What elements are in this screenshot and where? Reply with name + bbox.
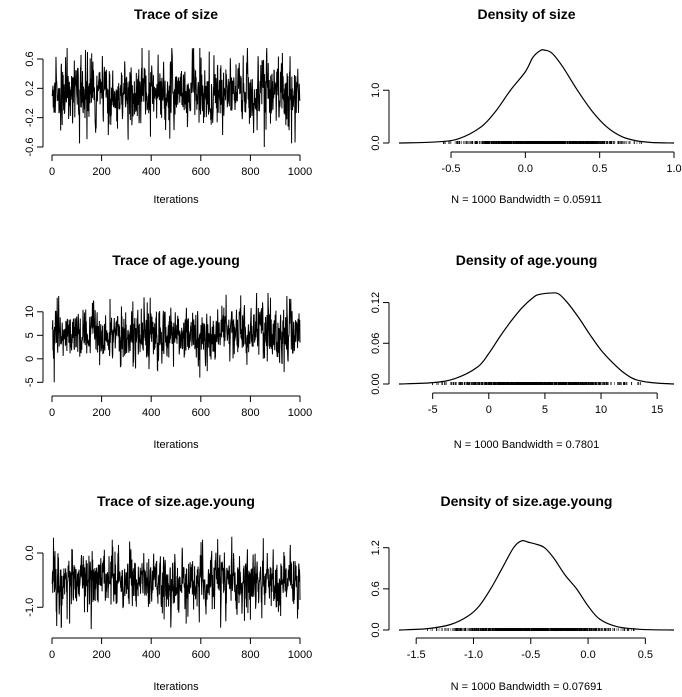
x-tick-label: 800 [241,407,259,419]
y-tick-label: 0.6 [24,51,36,66]
y-tick-label: 0.00 [370,373,382,394]
x-tick-label: 400 [142,649,160,661]
x-tick-label: 200 [92,407,110,419]
x-tick-label: 0 [49,649,55,661]
y-tick-label: 0.2 [24,81,36,96]
y-tick-label: 10 [24,306,36,318]
x-tick-label: 400 [142,407,160,419]
x-tick-label: 10 [595,404,607,416]
x-tick-label: 5 [542,404,548,416]
y-tick-label: 0.6 [370,581,382,596]
x-tick-label: -5 [428,404,438,416]
y-tick-label: 1.0 [370,83,382,98]
chart-title: Trace of age.young [112,252,240,268]
y-tick-label: 0 [24,356,36,362]
chart-title: Density of size.age.young [441,493,613,509]
x-tick-label: 600 [192,166,210,178]
density-curve [398,49,675,144]
x-axis-label: Iterations [153,194,199,206]
panel-2: Density of size N = 1000 Bandwidth = 0.05… [370,6,682,206]
x-tick-label: -1.0 [464,649,483,661]
x-tick-label: 1000 [288,649,312,661]
x-axis-label: Iterations [153,439,199,451]
x-tick-label: 800 [241,649,259,661]
panel-5: Trace of size.age.young Iterations 0 200 400… [24,493,312,693]
x-tick-label: 1000 [288,166,312,178]
x-tick-label: 0 [486,404,492,416]
x-tick-label: 0.0 [580,649,595,661]
y-tick-label: 0.0 [370,622,382,637]
y-tick-label: -0.2 [24,108,36,127]
panel-1: Trace of size Iterations 0 200 400 600 800 1000… [24,6,312,206]
x-tick-label: 15 [651,404,663,416]
x-tick-label: 1.0 [666,163,681,175]
y-tick-label: 0.06 [370,333,382,354]
y-tick-label: -0.6 [24,138,36,157]
y-tick-label: -1.0 [24,598,36,617]
x-tick-label: -0.5 [442,163,461,175]
x-axis-label: N = 1000 Bandwidth = 0.7801 [454,439,600,451]
x-axis-label: N = 1000 Bandwidth = 0.07691 [451,681,603,693]
y-tick-label: 0.0 [370,135,382,150]
x-tick-label: 0.5 [638,649,653,661]
rug-marks [443,141,642,144]
y-tick-label: 0.12 [370,292,382,313]
x-tick-label: 0 [49,166,55,178]
x-tick-label: 600 [192,649,210,661]
x-axis-label: Iterations [153,681,199,693]
trace-line [51,292,301,383]
x-tick-label: 1000 [288,407,312,419]
density-curve [398,292,675,385]
panel-4: Density of age.young N = 1000 Bandwidth =… [370,252,675,451]
x-tick-label: -0.5 [521,649,540,661]
chart-title: Density of size [477,6,575,22]
y-tick-label: 0.0 [24,545,36,560]
x-tick-label: 800 [241,166,259,178]
trace-line [51,47,301,148]
x-axis-label: N = 1000 Bandwidth = 0.05911 [451,194,602,206]
panel-3: Trace of age.young Iterations 0 200 400 600 80… [24,252,312,451]
y-tick-label: 1.2 [370,540,382,555]
y-tick-label: -5 [24,377,36,387]
density-curve [398,540,675,631]
x-tick-label: 200 [92,649,110,661]
trace-line [51,536,301,630]
rug-marks [432,382,641,385]
x-tick-label: 400 [142,166,160,178]
rug-marks [427,628,635,631]
chart-title: Trace of size.age.young [97,493,255,509]
chart-title: Trace of size [134,6,218,22]
x-tick-label: -1.5 [407,649,426,661]
x-tick-label: 0.0 [518,163,533,175]
chart-title: Density of age.young [456,252,598,268]
x-tick-label: 0 [49,407,55,419]
panel-6: Density of size.age.young N = 1000 Bandwi… [370,493,675,693]
x-tick-label: 600 [192,407,210,419]
x-tick-label: 200 [92,166,110,178]
x-tick-label: 0.5 [592,163,607,175]
y-tick-label: 5 [24,332,36,338]
